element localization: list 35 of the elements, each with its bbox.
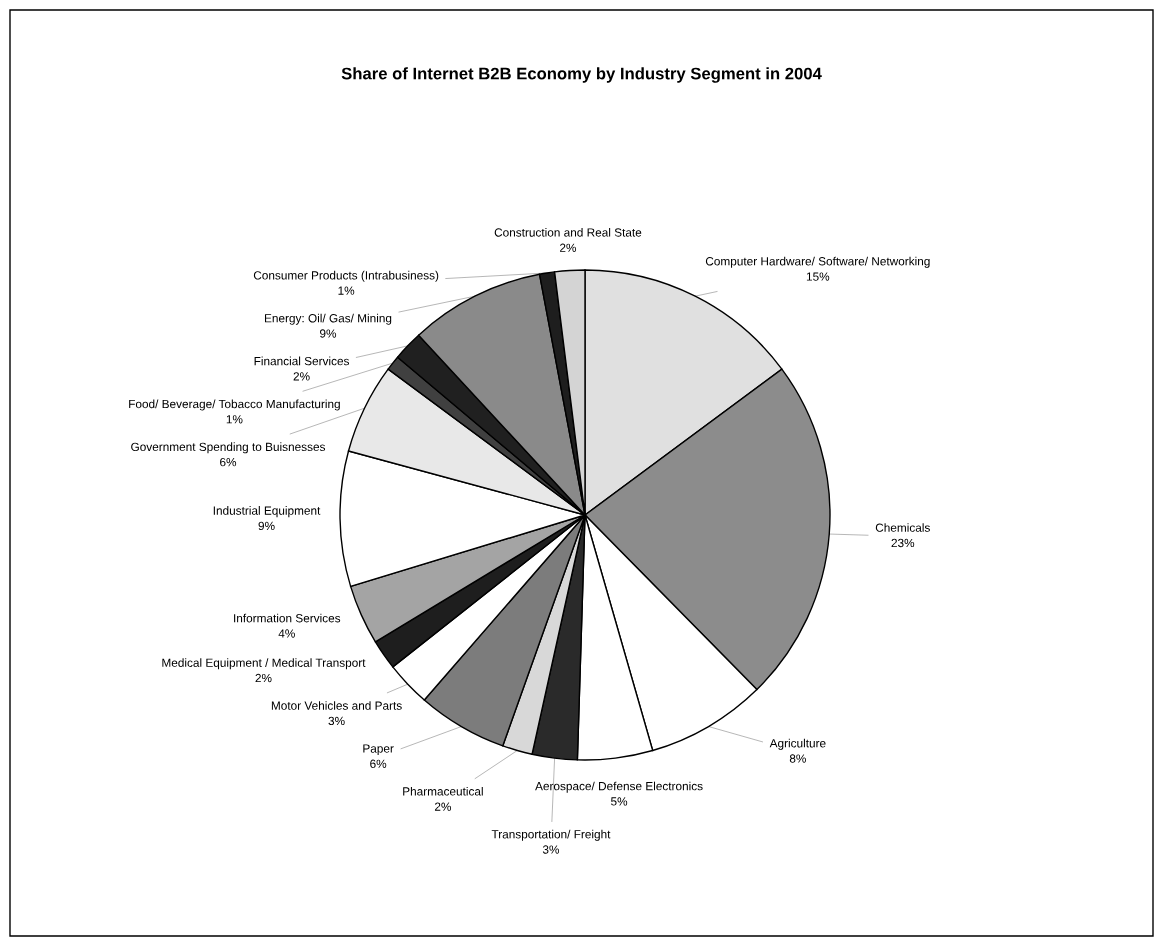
slice-label: Financial Services (254, 356, 350, 366)
slice-label: Information Services (234, 613, 341, 623)
data-label: 9% (258, 521, 275, 531)
slice-label: Consumer Products (Intrabusiness) (253, 270, 439, 282)
slice-label: Agriculture (769, 738, 826, 750)
data-label: 2% (255, 673, 272, 683)
data-label: 2% (434, 802, 452, 811)
slice-label: Food/ Beverage/ Tobacco Manufacturing (129, 399, 340, 411)
data-label: 23% (891, 538, 915, 548)
slice-label: Chemicals (875, 523, 930, 532)
data-label: 2% (293, 372, 310, 381)
slice-label: Aerospace/ Defense Electronics (535, 781, 703, 793)
data-label: 1% (226, 415, 243, 424)
slice-label: Pharmaceutical (403, 786, 483, 796)
slice-label: Paper (363, 744, 394, 756)
slice-label: Medical Equipment / Medical Transport (162, 658, 366, 670)
slice-label: Energy: Oil/ Gas/ Mining (264, 313, 392, 325)
data-label: 15% (806, 272, 830, 281)
slice-label: Computer Hardware/ Software/ Networking (705, 256, 930, 268)
data-label: 5% (610, 797, 628, 806)
data-label: 9% (320, 329, 337, 338)
data-label: 8% (789, 754, 806, 763)
slice-label: Construction and Real State (494, 227, 642, 237)
chart-title: Share of Internet B2B Economy by Industry Segment in 2004 (341, 67, 822, 83)
slice-label: Transportation/ Freight (491, 829, 611, 841)
data-label: 4% (278, 629, 295, 638)
data-label: 3% (542, 845, 560, 854)
data-label: 2% (560, 243, 577, 252)
slice-label: Government Spending to Buisnesses (131, 442, 326, 454)
slice-label: Motor Vehicles and Parts (271, 701, 402, 710)
data-label: 6% (220, 457, 237, 467)
data-label: 1% (338, 286, 355, 295)
data-label: 6% (370, 759, 387, 768)
slice-label: Industrial Equipment (213, 506, 321, 518)
data-label: 3% (328, 716, 345, 726)
